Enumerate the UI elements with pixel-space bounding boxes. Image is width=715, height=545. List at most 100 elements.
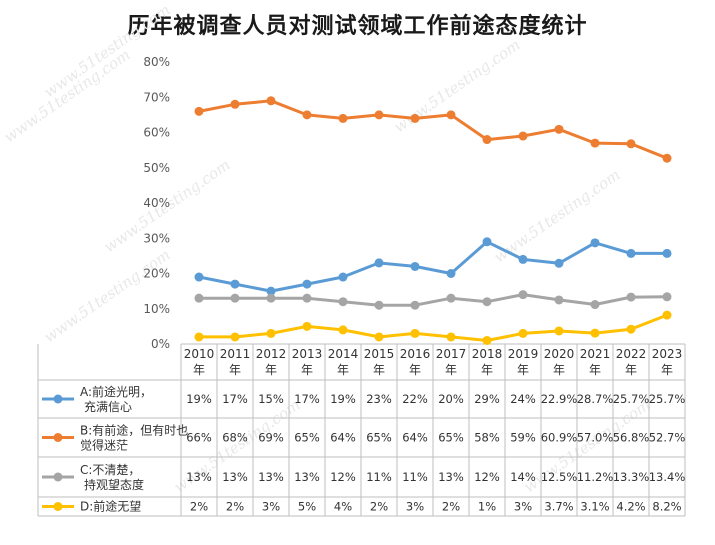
data-point	[626, 292, 636, 302]
data-label: 60.9%	[541, 431, 578, 445]
data-label: 12%	[474, 470, 500, 484]
legend-key-marker	[53, 502, 63, 511]
series-line	[197, 240, 669, 293]
watermark-text: www.51testing.com	[41, 246, 174, 347]
data-label: 17%	[294, 392, 320, 406]
data-label: 3%	[514, 500, 532, 514]
data-label: 14%	[510, 470, 536, 484]
data-point	[230, 99, 240, 109]
data-point	[374, 110, 384, 120]
data-label: 2%	[190, 500, 208, 514]
data-point	[590, 328, 600, 338]
series-layer	[194, 96, 672, 345]
data-point	[662, 310, 672, 320]
data-label: 65%	[366, 431, 392, 445]
x-category-label: 2013 年	[292, 347, 323, 377]
data-label: 13%	[258, 470, 284, 484]
data-point	[446, 332, 456, 342]
watermark-layer: www.51testing.comwww.51testing.comwww.51…	[1, 1, 654, 497]
legend-key-marker	[53, 394, 63, 404]
y-tick-label: 0%	[151, 337, 170, 351]
data-label: 22%	[402, 392, 428, 406]
x-category-label: 2023 年	[652, 347, 683, 377]
data-point	[302, 321, 312, 331]
data-label: 24%	[510, 392, 536, 406]
data-label: 13%	[294, 470, 320, 484]
y-tick-label: 50%	[143, 161, 170, 175]
data-label: 28.7%	[577, 392, 614, 406]
data-point	[338, 113, 348, 123]
data-label: 4.2%	[616, 500, 645, 514]
data-label: 58%	[474, 431, 500, 445]
data-point	[338, 272, 348, 282]
data-label: 12.5%	[541, 470, 578, 484]
data-point	[194, 106, 204, 116]
data-label: 3%	[262, 500, 280, 514]
series-line	[197, 293, 669, 307]
data-point	[410, 261, 420, 271]
data-point	[374, 300, 384, 310]
data-label: 64%	[330, 431, 356, 445]
x-category-label: 2016 年	[400, 347, 431, 377]
data-point	[662, 248, 672, 258]
data-point	[626, 139, 636, 149]
data-point	[302, 110, 312, 120]
y-tick-label: 10%	[143, 302, 170, 316]
data-label: 13%	[438, 470, 464, 484]
data-label: 19%	[330, 392, 356, 406]
data-point	[230, 279, 240, 289]
data-label: 4%	[334, 500, 352, 514]
data-label: 3.7%	[544, 500, 573, 514]
data-point	[302, 279, 312, 289]
data-label: 2%	[442, 500, 460, 514]
data-point	[338, 297, 348, 307]
y-tick-label: 60%	[143, 126, 170, 140]
data-point	[482, 135, 492, 145]
legend-key-marker	[53, 433, 63, 442]
data-label: 56.8%	[613, 431, 650, 445]
data-point	[338, 325, 348, 335]
x-category-label: 2022 年	[616, 347, 647, 377]
data-point	[410, 300, 420, 310]
data-label: 69%	[258, 431, 284, 445]
data-label: 13.4%	[649, 470, 686, 484]
legend-label: C:不清楚，持观望态度	[80, 463, 144, 492]
data-point	[590, 138, 600, 148]
data-label: 2%	[226, 500, 244, 514]
data-point	[446, 293, 456, 303]
data-label: 25.7%	[649, 392, 686, 406]
data-point	[626, 248, 636, 258]
data-point	[518, 290, 528, 300]
legend-key-marker	[53, 472, 63, 482]
y-tick-label: 20%	[143, 267, 170, 281]
x-category-label: 2019 年	[508, 347, 539, 377]
data-point	[266, 96, 276, 106]
data-point	[374, 258, 384, 268]
data-label: 25.7%	[613, 392, 650, 406]
data-point	[410, 113, 420, 123]
data-point	[266, 286, 276, 296]
watermark-text: www.51testing.com	[41, 1, 174, 102]
data-point	[518, 254, 528, 264]
legend-label: A:前途光明，充满信心	[80, 384, 152, 414]
data-point	[230, 293, 240, 303]
data-point	[662, 292, 672, 302]
data-label: 11%	[402, 470, 428, 484]
data-label: 3%	[406, 500, 424, 514]
data-label: 23%	[366, 392, 392, 406]
data-point	[482, 335, 492, 345]
legend-label: B:有前途，但有时也觉得迷茫	[80, 423, 188, 453]
x-category-label: 2010 年	[184, 347, 215, 377]
x-category-label: 2020 年	[544, 347, 575, 377]
legend-label: D:前途无望	[80, 499, 141, 514]
x-category-label: 2014 年	[328, 347, 359, 377]
data-point	[554, 258, 564, 268]
watermark-text: www.51testing.com	[1, 46, 134, 147]
data-label: 66%	[186, 431, 212, 445]
data-point	[482, 237, 492, 247]
data-point	[554, 295, 564, 305]
y-tick-label: 40%	[143, 196, 170, 210]
data-point	[446, 269, 456, 278]
data-label: 59%	[510, 431, 536, 445]
